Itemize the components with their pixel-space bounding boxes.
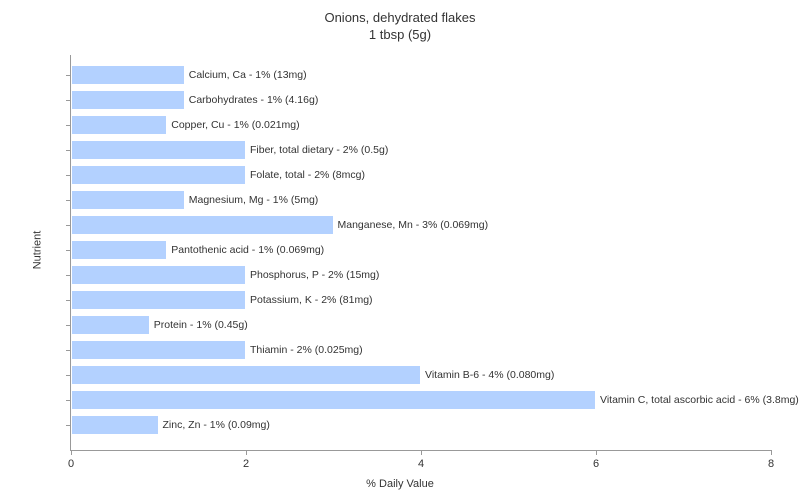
x-tick: [246, 450, 247, 455]
x-tick-label: 4: [418, 458, 424, 470]
bar-label: Calcium, Ca - 1% (13mg): [189, 69, 307, 81]
bar-row: Vitamin C, total ascorbic acid - 6% (3.8…: [71, 390, 799, 410]
nutrient-bar: [71, 340, 246, 360]
x-axis-label: % Daily Value: [366, 478, 434, 490]
bar-label: Copper, Cu - 1% (0.021mg): [171, 119, 299, 131]
nutrient-bar: [71, 315, 150, 335]
bar-row: Carbohydrates - 1% (4.16g): [71, 90, 318, 110]
title-line2: 1 tbsp (5g): [369, 27, 431, 42]
plot-area: Calcium, Ca - 1% (13mg) Carbohydrates - 1…: [70, 55, 771, 451]
x-tick: [596, 450, 597, 455]
nutrient-bar: [71, 290, 246, 310]
bar-row: Copper, Cu - 1% (0.021mg): [71, 115, 300, 135]
bar-row: Manganese, Mn - 3% (0.069mg): [71, 215, 488, 235]
x-tick-label: 0: [68, 458, 74, 470]
bar-row: Magnesium, Mg - 1% (5mg): [71, 190, 318, 210]
bar-label: Thiamin - 2% (0.025mg): [250, 344, 363, 356]
title-line1: Onions, dehydrated flakes: [324, 10, 475, 25]
bar-row: Thiamin - 2% (0.025mg): [71, 340, 363, 360]
nutrient-bar: [71, 390, 596, 410]
bar-label: Carbohydrates - 1% (4.16g): [189, 94, 319, 106]
bar-row: Vitamin B-6 - 4% (0.080mg): [71, 365, 554, 385]
nutrient-bar: [71, 140, 246, 160]
nutrient-bar: [71, 365, 421, 385]
nutrient-bar: [71, 190, 185, 210]
bar-label: Potassium, K - 2% (81mg): [250, 294, 373, 306]
y-axis-label: Nutrient: [31, 231, 43, 270]
x-tick-label: 6: [593, 458, 599, 470]
bar-row: Calcium, Ca - 1% (13mg): [71, 65, 307, 85]
nutrient-bar: [71, 65, 185, 85]
x-tick-label: 2: [243, 458, 249, 470]
bar-label: Magnesium, Mg - 1% (5mg): [189, 194, 319, 206]
nutrient-bar: [71, 90, 185, 110]
nutrient-bar: [71, 215, 334, 235]
bar-row: Zinc, Zn - 1% (0.09mg): [71, 415, 270, 435]
bar-row: Fiber, total dietary - 2% (0.5g): [71, 140, 388, 160]
bar-row: Potassium, K - 2% (81mg): [71, 290, 373, 310]
nutrient-bar: [71, 115, 167, 135]
bar-label: Zinc, Zn - 1% (0.09mg): [163, 419, 270, 431]
nutrient-bar: [71, 165, 246, 185]
nutrient-bar: [71, 265, 246, 285]
bar-label: Pantothenic acid - 1% (0.069mg): [171, 244, 324, 256]
bar-row: Folate, total - 2% (8mcg): [71, 165, 365, 185]
x-tick: [421, 450, 422, 455]
chart-title: Onions, dehydrated flakes 1 tbsp (5g): [0, 0, 800, 44]
bar-label: Vitamin B-6 - 4% (0.080mg): [425, 369, 554, 381]
nutrient-chart: Onions, dehydrated flakes 1 tbsp (5g) Nu…: [0, 0, 800, 500]
x-tick: [71, 450, 72, 455]
bar-label: Folate, total - 2% (8mcg): [250, 169, 365, 181]
x-tick-label: 8: [768, 458, 774, 470]
x-tick: [771, 450, 772, 455]
bar-row: Phosphorus, P - 2% (15mg): [71, 265, 379, 285]
bar-label: Vitamin C, total ascorbic acid - 6% (3.8…: [600, 394, 799, 406]
bar-label: Protein - 1% (0.45g): [154, 319, 248, 331]
nutrient-bar: [71, 240, 167, 260]
bar-label: Manganese, Mn - 3% (0.069mg): [338, 219, 489, 231]
bar-row: Pantothenic acid - 1% (0.069mg): [71, 240, 324, 260]
nutrient-bar: [71, 415, 159, 435]
bar-row: Protein - 1% (0.45g): [71, 315, 248, 335]
bar-label: Phosphorus, P - 2% (15mg): [250, 269, 379, 281]
bar-label: Fiber, total dietary - 2% (0.5g): [250, 144, 388, 156]
